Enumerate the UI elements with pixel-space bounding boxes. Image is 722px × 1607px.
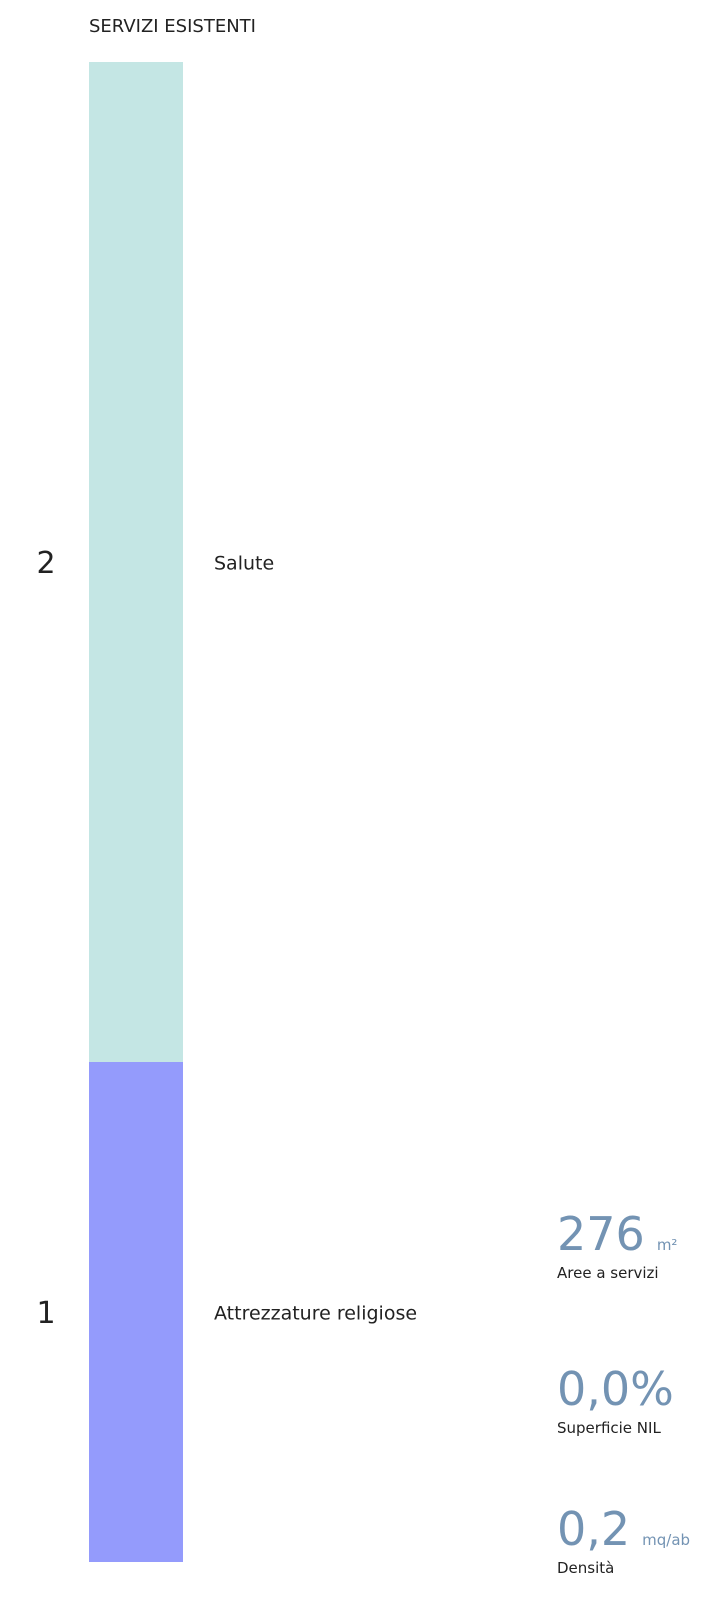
stat-label: Densità — [557, 1559, 614, 1577]
stat-label: Aree a servizi — [557, 1264, 659, 1282]
stat-value: 0,2 mq/ab — [557, 1502, 690, 1556]
stat-value: 0,0% — [557, 1362, 674, 1416]
bar-segment — [89, 62, 183, 1062]
category-label: Attrezzature religiose — [214, 1303, 417, 1325]
bar-segment — [89, 1062, 183, 1562]
chart-title: SERVIZI ESISTENTI — [89, 16, 256, 37]
value-label: 1 — [36, 1296, 55, 1331]
stat-unit: m² — [657, 1236, 678, 1254]
stat-unit: mq/ab — [642, 1531, 690, 1549]
stat-value: 276 m² — [557, 1207, 677, 1261]
stat-number: 0,0% — [557, 1362, 674, 1416]
category-label: Salute — [214, 553, 274, 575]
stat-number: 276 — [557, 1207, 645, 1261]
value-label: 2 — [36, 546, 55, 581]
stat-label: Superficie NIL — [557, 1419, 661, 1437]
stat-number: 0,2 — [557, 1502, 630, 1556]
